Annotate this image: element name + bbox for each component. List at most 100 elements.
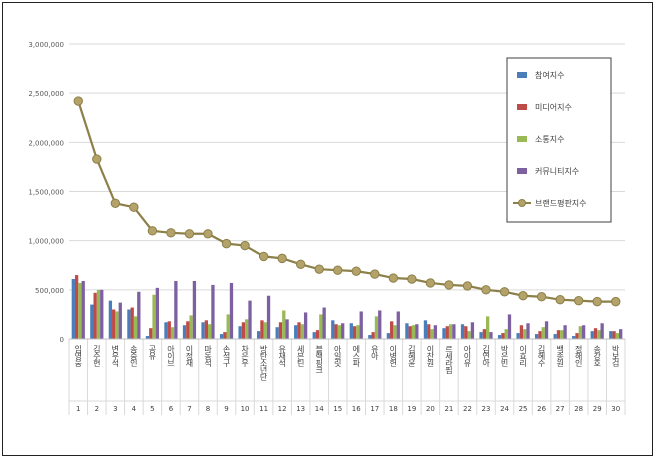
bar-미디어지수 xyxy=(352,326,357,339)
bar-참여지수 xyxy=(294,325,298,339)
x-category-label: 김수현 xyxy=(92,344,101,367)
x-category-label: 차은우 xyxy=(240,345,249,368)
point-브랜드평판지수 xyxy=(166,228,176,238)
bar-참여지수 xyxy=(572,336,576,339)
bar-커뮤니티지수 xyxy=(433,325,437,339)
bar-소통지수 xyxy=(486,316,490,339)
x-category-label: 블랙핑크 xyxy=(315,344,324,373)
y-tick-label: 500,000 xyxy=(35,287,64,295)
x-number-label: 17 xyxy=(370,405,379,413)
bar-미디어지수 xyxy=(241,322,246,339)
bar-미디어지수 xyxy=(204,320,208,339)
bar-참여지수 xyxy=(497,335,502,339)
x-category-label: 김혜윤 xyxy=(407,344,416,367)
x-number-label: 1 xyxy=(76,405,80,413)
bar-참여지수 xyxy=(238,326,242,339)
x-number-label: 25 xyxy=(519,405,528,413)
bar-참여지수 xyxy=(257,331,261,339)
bar-미디어지수 xyxy=(371,332,375,339)
x-category-label: 변우석 xyxy=(111,344,120,368)
bar-참여지수 xyxy=(460,324,465,339)
bar-커뮤니티지수 xyxy=(266,295,271,339)
x-number-label: 3 xyxy=(113,405,117,413)
bar-미디어지수 xyxy=(315,330,320,339)
bar-커뮤니티지수 xyxy=(507,314,512,339)
bar-커뮤니티지수 xyxy=(396,311,400,339)
x-number-label: 15 xyxy=(333,405,342,413)
x-category-label: 이찬원 xyxy=(426,344,435,367)
bar-커뮤니티지수 xyxy=(415,324,419,339)
point-브랜드평판지수 xyxy=(555,294,565,305)
bar-참여지수 xyxy=(108,300,113,339)
x-number-label: 24 xyxy=(500,405,509,413)
bar-커뮤니티지수 xyxy=(118,302,122,339)
x-number-label: 28 xyxy=(574,405,583,413)
x-category-label: 세븐틴 xyxy=(296,345,305,367)
bar-미디어지수 xyxy=(575,333,579,339)
bar-커뮤니티지수 xyxy=(563,325,567,339)
bar-커뮤니티지수 xyxy=(378,310,382,339)
bar-소통지수 xyxy=(319,314,323,339)
x-category-label: 정해인 xyxy=(574,344,583,367)
point-브랜드평판지수 xyxy=(536,292,547,302)
point-브랜드평판지수 xyxy=(481,285,491,295)
point-브랜드평판지수 xyxy=(407,274,417,284)
bar-미디어지수 xyxy=(538,331,542,339)
x-category-label: 이병헌 xyxy=(389,344,398,367)
x-category-label: 박은빈 xyxy=(500,344,509,367)
x-number-label: 26 xyxy=(537,405,546,413)
bar-미디어지수 xyxy=(260,320,264,339)
bar-참여지수 xyxy=(71,279,75,339)
y-tick-label: 2,500,000 xyxy=(28,90,64,98)
x-category-label: 아이유 xyxy=(463,344,472,368)
bar-소통지수 xyxy=(393,325,397,339)
bar-커뮤니티지수 xyxy=(341,323,345,339)
bar-미디어지수 xyxy=(112,309,116,339)
point-브랜드평판지수 xyxy=(221,238,232,249)
chart-frame: 0 500,000 1,000,000 1,500,000 2,000,000 2,500… xyxy=(2,2,653,456)
x-number-label: 23 xyxy=(482,405,491,413)
bar-참여지수 xyxy=(609,331,613,339)
point-브랜드평판지수 xyxy=(351,266,361,276)
bar-소통지수 xyxy=(170,327,175,339)
x-number-label: 18 xyxy=(389,405,398,413)
bar-참여지수 xyxy=(219,334,224,339)
bar-소통지수 xyxy=(411,325,416,339)
legend-swatch xyxy=(517,104,527,110)
bar-참여지수 xyxy=(479,332,483,339)
point-브랜드평판지수 xyxy=(110,198,121,209)
bar-소통지수 xyxy=(374,316,379,339)
legend-swatch xyxy=(517,136,527,142)
y-tick-label: 0 xyxy=(60,336,64,344)
bar-커뮤니티지수 xyxy=(137,291,141,339)
bar-소통지수 xyxy=(467,331,471,339)
bar-미디어지수 xyxy=(445,326,449,339)
bar-소통지수 xyxy=(282,310,286,339)
x-category-label: 박보검 xyxy=(611,344,620,367)
bar-커뮤니티지수 xyxy=(470,322,475,339)
legend-swatch xyxy=(517,168,527,174)
bar-소통지수 xyxy=(115,311,119,339)
x-category-label: 이효리 xyxy=(519,344,528,368)
bar-미디어지수 xyxy=(334,324,338,339)
bar-소통지수 xyxy=(152,294,156,339)
x-category-label: 유재석 xyxy=(278,345,287,368)
bar-소통지수 xyxy=(430,329,434,339)
bar-참여지수 xyxy=(349,323,353,339)
bar-커뮤니티지수 xyxy=(211,284,215,339)
x-number-label: 6 xyxy=(169,405,174,413)
point-브랜드평판지수 xyxy=(203,229,213,239)
point-브랜드평판지수 xyxy=(258,251,269,262)
bar-소통지수 xyxy=(615,333,620,339)
brand-reputation-chart: 0 500,000 1,000,000 1,500,000 2,000,000 2,500… xyxy=(28,41,626,415)
bar-소통지수 xyxy=(504,329,508,339)
x-category-label: 손석구 xyxy=(222,345,231,368)
bar-미디어지수 xyxy=(612,331,616,339)
point-브랜드평판지수 xyxy=(370,269,380,279)
point-브랜드평판지수 xyxy=(592,296,602,307)
bar-커뮤니티지수 xyxy=(100,289,104,339)
bar-미디어지수 xyxy=(464,326,468,339)
bar-커뮤니티지수 xyxy=(174,280,178,339)
bar-소통지수 xyxy=(263,322,267,339)
bar-참여지수 xyxy=(182,325,187,339)
